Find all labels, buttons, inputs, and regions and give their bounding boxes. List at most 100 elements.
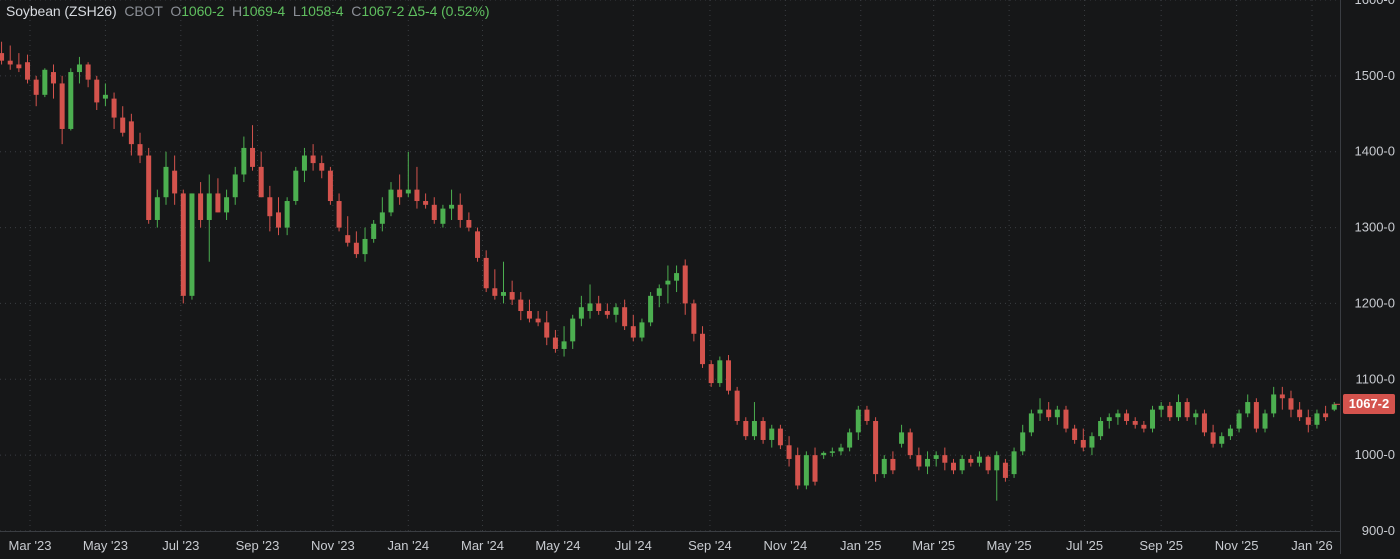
candle [172,155,178,205]
candle [353,231,359,258]
candle-body [1253,402,1259,429]
candle-body [388,189,394,213]
candle-body [250,147,256,167]
candle [700,326,706,368]
candle-body [1193,413,1199,418]
candle-body [561,341,567,349]
candle [241,136,247,183]
candle-body [1184,402,1190,418]
candle-body [1028,413,1034,433]
candle [544,311,550,346]
y-tick-label: 1000-0 [1355,447,1395,462]
candle [769,424,775,448]
candle-body [50,72,56,84]
candle-body [769,428,775,440]
candle-body [440,208,446,224]
candle-body [777,428,783,446]
candle-body [968,458,974,463]
candle [1245,394,1251,418]
candle [1167,402,1173,422]
candle-body [172,170,178,194]
candle [985,455,991,475]
candle-body [691,303,697,334]
candle-body [16,64,22,69]
x-tick-label: Jan '26 [1291,538,1333,553]
x-tick-label: Jul '25 [1066,538,1103,553]
candle [1124,409,1130,425]
candle-body [570,318,576,342]
candle [85,62,91,88]
candle [674,265,680,293]
candle [1150,405,1156,433]
candle-body [656,288,662,296]
candle [1020,424,1026,456]
candle [1314,409,1320,429]
candle-body [864,409,870,422]
candle-body [1236,413,1242,429]
y-tick-label: 1600-0 [1355,0,1395,7]
candle-body [163,166,169,198]
candle [68,68,74,131]
legend-open-label: O [170,3,182,19]
candle-body [449,204,455,209]
candle [1297,402,1303,422]
candle [362,227,368,262]
candle [16,53,22,73]
candle-body [916,455,922,467]
candle-body [1080,439,1086,448]
candle [907,428,913,459]
candle [475,227,481,262]
candle-body [7,60,13,65]
candle-body [950,462,956,471]
candle [570,314,576,349]
candle-body [319,163,325,171]
legend-low: 1058-4 [300,3,344,19]
candle [1132,417,1138,429]
candle [345,216,351,247]
candle [215,178,221,213]
y-tick-label: 1500-0 [1355,68,1395,83]
candle [1106,413,1112,429]
candle [1210,424,1216,448]
candle-body [509,292,515,300]
candle-body [345,235,351,243]
candle [180,189,186,304]
candle [414,166,420,209]
candle-body [743,421,749,437]
candle [1175,394,1181,422]
y-tick-label: 1200-0 [1355,295,1395,310]
candle [25,54,31,84]
candle-body [873,421,879,475]
candle-body [457,204,463,220]
legend-symbol: Soybean (ZSH26) [6,3,117,19]
candle [847,428,853,452]
candle-body [786,445,792,459]
candle [942,447,948,471]
candle-body [708,364,714,384]
candle-body [414,189,420,202]
candle [397,174,403,205]
candle [1305,409,1311,433]
candle [206,174,212,262]
candle-body [1063,409,1069,429]
candle-body [431,204,437,220]
candle-body [146,155,152,220]
candle-body [275,212,281,228]
candle-body [128,121,134,145]
x-tick-label: Nov '25 [1215,538,1259,553]
x-tick-label: Mar '24 [461,538,504,553]
candle-body [1141,424,1147,429]
candle-body [405,189,411,194]
x-tick-label: Mar '23 [9,538,52,553]
candle [535,311,541,327]
candle [751,402,757,440]
candle [137,132,143,164]
candle-body [1323,413,1329,418]
x-tick-label: Jan '25 [840,538,882,553]
candle [734,386,740,425]
candle [795,447,801,490]
candle-body [622,307,628,327]
candle [1331,402,1337,412]
